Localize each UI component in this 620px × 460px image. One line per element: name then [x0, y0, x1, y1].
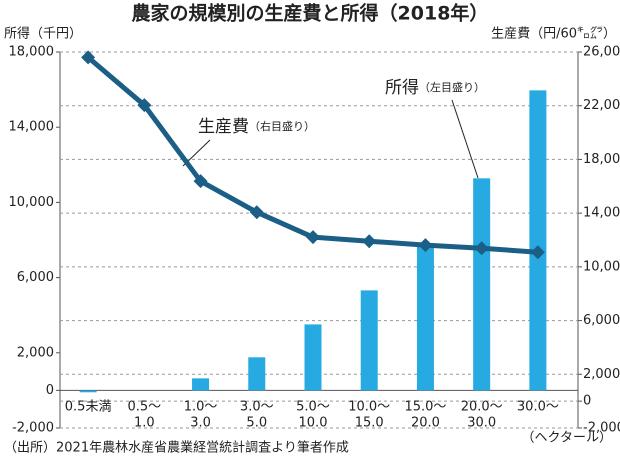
x-tick-label-line: 5.0 [246, 415, 267, 430]
marker [474, 241, 489, 256]
y2-axis-label: 生産費（円/60㌔㌘） [491, 26, 616, 42]
bar [360, 290, 378, 391]
y2-tick-label: 14,000 [583, 206, 620, 221]
x-tick-label-line: 3.0～ [240, 399, 274, 414]
bar [192, 378, 210, 391]
y2-tick-label: 6,000 [583, 313, 620, 328]
x-tick-label: 20.0～ 30.0 [461, 399, 503, 430]
bar [473, 178, 491, 391]
annotation: 所得（左目盛り） [385, 78, 485, 98]
annotation-name: 所得 [385, 78, 419, 98]
marker [306, 230, 320, 245]
bar [304, 324, 322, 391]
marker [137, 98, 152, 113]
marker [81, 50, 96, 65]
y-tick-label: 0 [46, 383, 54, 398]
x-tick-label: 10.0～ 15.0 [348, 399, 390, 430]
x-axis-label: （ヘクタール） [522, 431, 612, 446]
y-tick-label: 18,000 [9, 45, 55, 60]
y2-tick-label: 2,000 [583, 367, 620, 382]
x-tick-label-line: 5.0～ [296, 399, 330, 414]
x-tick-label-line: 30.0～ [517, 399, 559, 414]
annotation-note: （左目盛り） [419, 80, 485, 94]
x-tick-label-line: 30.0 [467, 415, 496, 430]
bar [416, 243, 434, 391]
leader-line [451, 99, 479, 179]
marker [362, 234, 377, 249]
annotation-name: 生産費 [198, 117, 249, 137]
chart-title: 農家の規模別の生産費と所得（2018年） [132, 2, 489, 25]
x-tick-label-line: 0.5～ [127, 399, 161, 414]
marker [249, 205, 264, 220]
y2-tick-label: 10,000 [583, 259, 620, 274]
annotation: 生産費（右目盛り） [198, 117, 315, 137]
x-tick-label-line: 10.0 [299, 415, 328, 430]
x-tick-label-line: 20.0 [411, 415, 440, 430]
bar [79, 390, 97, 393]
y2-tick-label: -2,000 [583, 421, 620, 436]
y-tick-label: 14,000 [9, 120, 55, 135]
y-tick-label: 6,000 [17, 270, 54, 285]
x-tick-label: 5.0～ 10.0 [296, 399, 330, 430]
x-tick-label: 30.0～ [517, 399, 559, 414]
x-tick-label: 1.0～ 3.0 [184, 399, 218, 430]
x-tick-label-line: 10.0～ [348, 399, 390, 414]
y2-tick-label: 0 [583, 394, 591, 409]
marker [418, 238, 433, 253]
x-tick-label: 3.0～ 5.0 [240, 399, 274, 430]
x-tick-label-line: 1.0 [134, 415, 155, 430]
x-tick-label: 15.0～ 20.0 [404, 399, 446, 430]
y-axis-label: 所得（千円） [4, 26, 82, 42]
y2-tick-label: 18,000 [583, 152, 620, 167]
y-tick-label: -2,000 [12, 421, 54, 436]
marker [193, 174, 208, 189]
annotation-note: （右目盛り） [249, 119, 315, 133]
source: （出所）2021年農林水産省農業経営統計調査より筆者作成 [4, 440, 349, 456]
x-tick-label-line: 1.0～ [184, 399, 218, 414]
x-tick-label-line: 15.0 [355, 415, 384, 430]
marker [530, 245, 545, 260]
x-tick-label: 0.5～ 1.0 [127, 399, 161, 430]
x-tick-label-line: 15.0～ [404, 399, 446, 414]
x-tick-label-line: 0.5未満 [65, 399, 112, 414]
y2-tick-label: 26,000 [583, 45, 620, 60]
x-tick-label: 0.5未満 [65, 399, 112, 414]
y-tick-label: 2,000 [17, 345, 54, 360]
y2-tick-label: 22,000 [583, 98, 620, 113]
y-tick-label: 10,000 [9, 195, 55, 210]
bar [529, 90, 547, 391]
x-tick-label-line: 20.0～ [461, 399, 503, 414]
bar [248, 357, 266, 391]
x-tick-label-line: 3.0 [190, 415, 211, 430]
